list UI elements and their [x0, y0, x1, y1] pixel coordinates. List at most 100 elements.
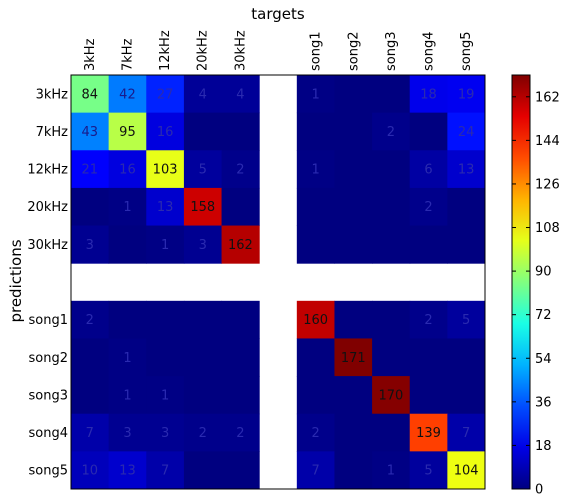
- heatmap-cell: [447, 451, 486, 490]
- heatmap-cell: [221, 112, 260, 151]
- cell-value-label: 4: [236, 87, 244, 102]
- heatmap-cell: [146, 112, 185, 151]
- heatmap-cell: [108, 225, 147, 264]
- colorbar-tick-label: 18: [535, 439, 552, 454]
- heatmap-cell: [409, 112, 448, 151]
- heatmap-cell: [146, 338, 185, 377]
- heatmap-cell: [183, 187, 223, 227]
- heatmap-cell: [71, 376, 110, 415]
- heatmap-cell: [108, 75, 147, 114]
- cell-value-label: 3: [161, 426, 169, 441]
- cell-value-label: 18: [420, 87, 437, 102]
- heatmap-cell: [146, 300, 185, 339]
- cell-value-label: 13: [458, 163, 475, 178]
- heatmap-cell: [334, 338, 373, 377]
- x-tick-label: song4: [422, 32, 437, 72]
- heatmap-cell: [108, 338, 147, 377]
- colorbar-ticks: 0 18 36 54 72 90 108 126 144 162: [512, 90, 560, 498]
- heatmap-cell: [372, 150, 411, 189]
- heatmap-cell: [296, 338, 335, 377]
- heatmap-cell: [409, 413, 448, 452]
- heatmap-cell: [372, 413, 411, 452]
- heatmap-cell: [372, 300, 411, 339]
- heatmap-cell: [372, 187, 411, 227]
- heatmap-cell: [146, 187, 185, 227]
- cell-value-label: 95: [119, 125, 136, 140]
- heatmap-cell: [296, 376, 335, 415]
- colorbar-tick-label: 72: [535, 308, 552, 323]
- cell-value-label: 1: [311, 163, 319, 178]
- x-tick-label: song1: [309, 32, 324, 72]
- colorbar-tick-label: 162: [535, 90, 560, 105]
- heatmap-cell: [334, 112, 373, 151]
- cell-value-label: 43: [82, 125, 99, 140]
- heatmap-cell: [71, 300, 110, 339]
- heatmap-cell: [221, 376, 260, 415]
- heatmap-cell: [183, 338, 223, 377]
- cell-value-label: 16: [157, 125, 174, 140]
- heatmap-cell: [296, 225, 335, 264]
- cell-value-label: 1: [161, 238, 169, 253]
- cell-value-label: 3: [199, 238, 207, 253]
- heatmap-cell: [221, 225, 260, 264]
- heatmap-cell: [146, 413, 185, 452]
- cell-value-label: 2: [424, 200, 432, 215]
- colorbar-tick-label: 144: [535, 134, 560, 149]
- y-tick-label: song4: [29, 426, 69, 441]
- heatmap-cell: [183, 376, 223, 415]
- heatmap-cell: [334, 150, 373, 189]
- heatmap-cell: [71, 75, 110, 114]
- heatmap-cell: [71, 150, 110, 189]
- cell-value-label: 5: [424, 464, 432, 479]
- heatmap-cell: [108, 187, 147, 227]
- heatmap-cell: [372, 376, 411, 415]
- x-tick-label: 12kHz: [158, 30, 173, 71]
- y-tick-label: song2: [29, 351, 69, 366]
- chart-title: targets: [251, 5, 305, 23]
- heatmap-cell: [447, 225, 486, 264]
- cell-value-label: 1: [387, 464, 395, 479]
- y-axis-label: predictions: [7, 239, 25, 322]
- heatmap-cell: [221, 413, 260, 452]
- heatmap-cell: [409, 187, 448, 227]
- cell-value-label: 27: [157, 87, 174, 102]
- cell-value-label: 2: [424, 313, 432, 328]
- colorbar-tick-label: 36: [535, 395, 552, 410]
- heatmap-cell: [108, 300, 147, 339]
- cell-value-label: 171: [341, 351, 366, 366]
- cell-value-label: 13: [157, 200, 174, 215]
- heatmap-cell: [71, 187, 110, 227]
- colorbar-tick-label: 0: [535, 483, 543, 498]
- cell-value-label: 1: [123, 351, 131, 366]
- cell-value-label: 139: [416, 426, 441, 441]
- colorbar-tick-label: 126: [535, 177, 560, 192]
- heatmap-cell: [447, 300, 486, 339]
- heatmap-cell: [372, 75, 411, 114]
- heatmap-cell: [221, 75, 260, 114]
- heatmap-cell: [221, 187, 260, 227]
- cell-value-label: 170: [378, 388, 403, 403]
- x-tick-label: 3kHz: [83, 38, 98, 71]
- heatmap-cell: [146, 225, 185, 264]
- cell-value-label: 3: [86, 238, 94, 253]
- y-tick-label: 20kHz: [27, 200, 68, 215]
- cell-value-label: 158: [190, 200, 215, 215]
- heatmap-cell: [183, 150, 223, 189]
- heatmap-cell: [334, 187, 373, 227]
- heatmap-cell: [447, 376, 486, 415]
- plot-frame: [70, 74, 486, 490]
- heatmap-cell: [334, 376, 373, 415]
- cell-value-label: 7: [161, 464, 169, 479]
- heatmap-cell: [409, 150, 448, 189]
- cell-value-label: 24: [458, 125, 475, 140]
- cell-value-label: 104: [454, 464, 479, 479]
- cell-value-label: 7: [311, 464, 319, 479]
- heatmap-cell: [334, 300, 373, 339]
- cell-value-label: 103: [153, 163, 178, 178]
- y-tick-label: song3: [29, 388, 69, 403]
- y-tick-label: 7kHz: [36, 125, 69, 140]
- heatmap-cell: [183, 225, 223, 264]
- x-tick-label: song3: [384, 32, 399, 72]
- heatmap-cell: [372, 225, 411, 264]
- heatmap-cell: [409, 75, 448, 114]
